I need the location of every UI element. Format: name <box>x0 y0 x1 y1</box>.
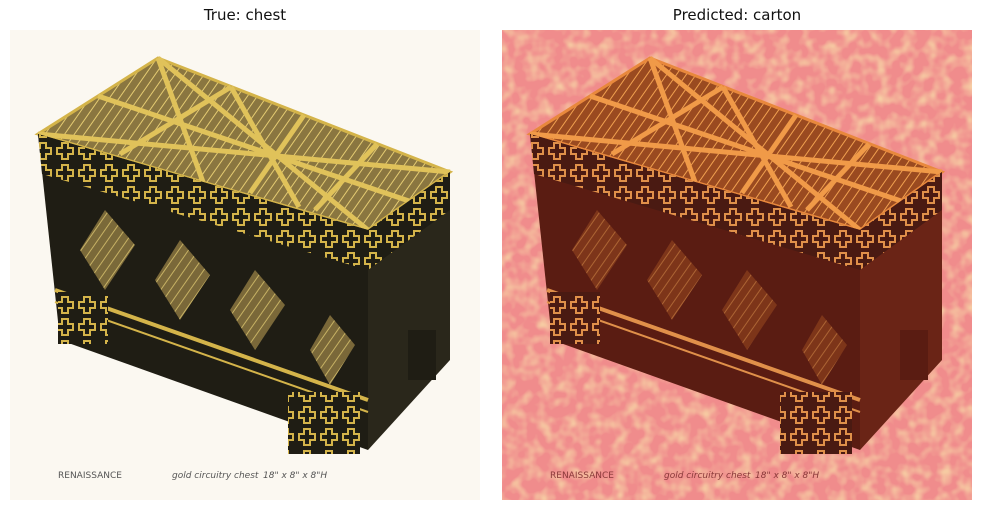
true-label-title: True: chest <box>203 6 287 24</box>
true-label-panel: True: chest <box>10 0 480 510</box>
predicted-label-title: Predicted: carton <box>672 6 802 24</box>
caption-product: gold circuitry chest <box>172 471 259 481</box>
overlay-caption-product: gold circuitry chest <box>664 471 751 481</box>
predicted-label-panel: Predicted: carton <box>502 0 972 510</box>
caption-dimensions: 18" x 8" x 8"H <box>263 471 327 481</box>
overlay-caption-brand: RENAISSANCE <box>550 471 614 481</box>
chest-photo: RENAISSANCE gold circuitry chest 18" x 8… <box>10 30 480 500</box>
original-image: RENAISSANCE gold circuitry chest 18" x 8… <box>10 30 480 500</box>
overlay-caption-dimensions: 18" x 8" x 8"H <box>755 471 819 481</box>
chest-photo-with-heatmap: RENAISSANCE gold circuitry chest 18" x 8… <box>502 30 972 500</box>
caption-brand: RENAISSANCE <box>58 471 122 481</box>
saliency-overlay-image: RENAISSANCE gold circuitry chest 18" x 8… <box>502 30 972 500</box>
